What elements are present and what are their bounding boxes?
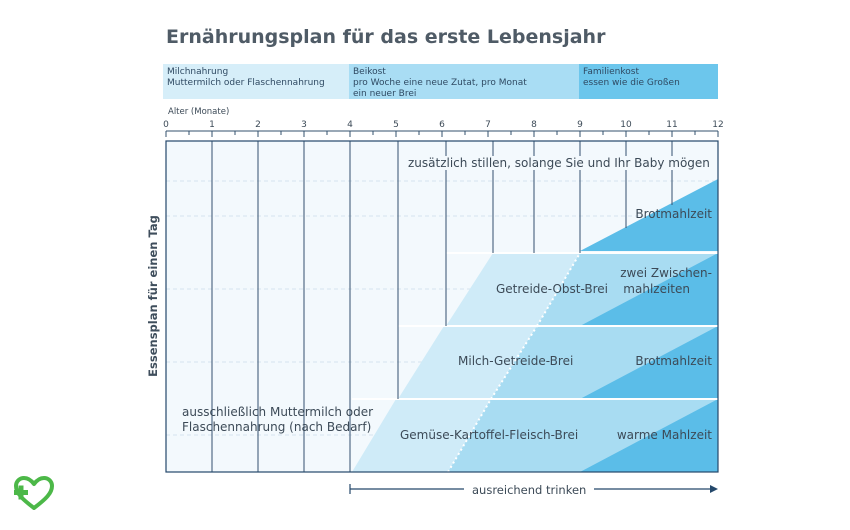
label-row4-vegetable: Gemüse-Kartoffel-Fleisch-Brei	[400, 428, 579, 442]
label-row3-milk-grain: Milch-Getreide-Brei	[458, 354, 574, 368]
x-tick-label-0: 0	[163, 120, 169, 130]
label-row2-snacks-1: zwei Zwischen-	[620, 266, 712, 280]
x-axis	[165, 130, 719, 137]
label-breastfeed-extra: zusätzlich stillen, solange Sie und Ihr …	[406, 156, 712, 170]
x-tick-label-7: 7	[485, 120, 491, 130]
x-tick-label-9: 9	[577, 120, 583, 130]
phase-milk-title: Milchnahrung	[167, 67, 229, 77]
x-tick-label-3: 3	[301, 120, 307, 130]
x-tick-label-4: 4	[347, 120, 353, 130]
x-tick-label-8: 8	[531, 120, 537, 130]
phase-milk-box: Milchnahrung Muttermilch oder Flaschenna…	[163, 64, 349, 99]
x-axis-caption: Alter (Monate)	[168, 107, 230, 117]
label-row4-exclusive-1: ausschließlich Muttermilch oder	[182, 405, 374, 419]
family-area-row1	[580, 179, 718, 251]
family-area-row3	[580, 326, 718, 399]
x-tick-label-10: 10	[620, 120, 632, 130]
dotted-boundaries	[447, 252, 581, 473]
label-row1-bread: Brotmahlzeit	[635, 207, 712, 221]
family-area-row4	[580, 399, 718, 472]
x-tick-label-11: 11	[666, 120, 678, 130]
label-row3-bread: Brotmahlzeit	[635, 354, 712, 368]
chart-frame	[165, 140, 719, 473]
phase-family-title: Familienkost	[583, 67, 639, 77]
x-tick-label-1: 1	[209, 120, 215, 130]
family-area-row2	[580, 253, 718, 326]
drink-label: ausreichend trinken	[464, 483, 595, 497]
x-tick-label-2: 2	[255, 120, 261, 130]
x-tick-label-5: 5	[393, 120, 399, 130]
x-tick-label-12: 12	[712, 120, 724, 130]
label-row2-grain-fruit: Getreide-Obst-Brei	[496, 282, 608, 296]
phase-beikost-box: Beikost pro Woche eine neue Zutat, pro M…	[349, 64, 579, 99]
page-title: Ernährungsplan für das erste Lebensjahr	[166, 26, 606, 48]
phase-beikost-title: Beikost	[353, 67, 386, 77]
health-heart-logo-icon	[14, 476, 54, 510]
phase-milk-text: Muttermilch oder Flaschennahrung	[167, 78, 325, 88]
phase-family-box: Familienkost essen wie die Großen	[579, 64, 718, 99]
label-row2-snacks-2: mahlzeiten	[623, 282, 690, 296]
row-separators	[352, 252, 718, 400]
drink-arrow-head	[710, 485, 718, 493]
x-tick-label-6: 6	[439, 120, 445, 130]
phase-beikost-text-1: pro Woche eine neue Zutat, pro Monat	[353, 78, 527, 88]
label-row4-exclusive-2: Flaschennahrung (nach Bedarf)	[182, 420, 372, 434]
phase-family-text: essen wie die Großen	[583, 78, 680, 88]
label-row4-warm-meal: warme Mahlzeit	[616, 428, 712, 442]
phase-beikost-text-2: ein neuer Brei	[353, 89, 417, 99]
